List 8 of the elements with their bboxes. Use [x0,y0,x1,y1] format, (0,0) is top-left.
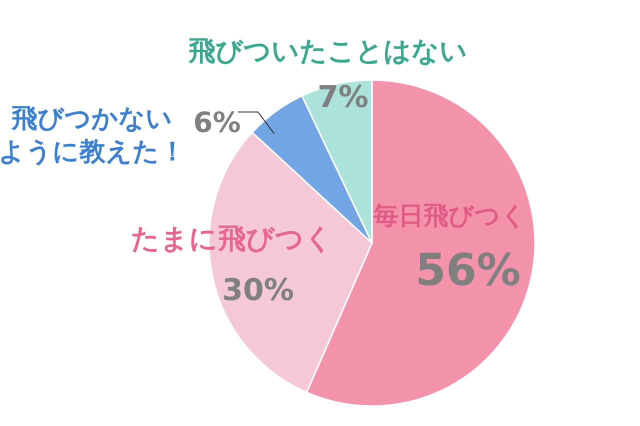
slice-label: 飛びつかないように教えた！ [0,104,186,167]
data-label: 30% [222,273,294,308]
data-label: 56% [415,245,521,296]
data-label: 7% [318,80,368,115]
slice-label: 毎日飛びつく [372,201,526,230]
slice-label: 飛びついたことはない [188,36,468,67]
slice-label: たまに飛びつく [131,222,333,255]
data-label: 6% [193,106,241,139]
